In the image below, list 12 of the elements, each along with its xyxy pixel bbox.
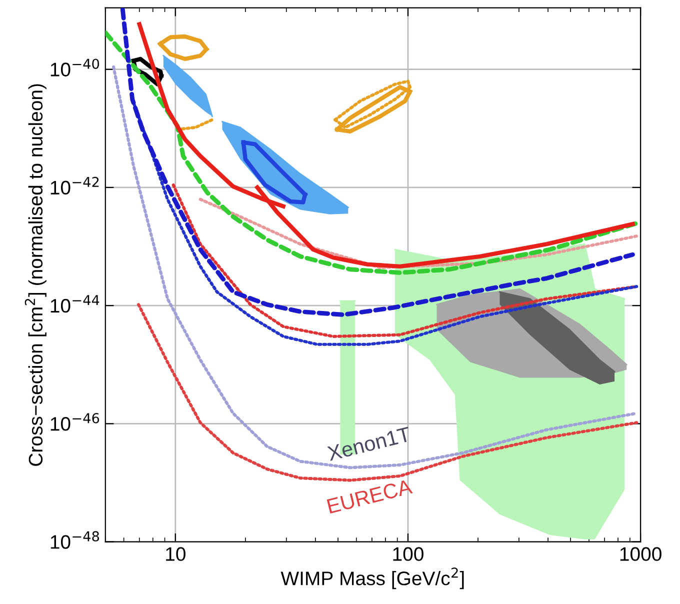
text: EURECA — [326, 478, 413, 514]
x-tick-label: 1000 — [620, 547, 662, 561]
y-tick-label: 10$^{−40}$ — [50, 58, 100, 76]
x-tick-label: 100 — [393, 547, 424, 561]
x-axis-title: WIMP Mass [GeV/c$^{2}$] — [280, 568, 464, 590]
y-axis-title: Cross−section [cm$^{2}$] (normalised to nucleon) — [24, 84, 46, 466]
y-tick-label: 10$^{−48}$ — [50, 531, 100, 549]
x-tick-label: 10 — [166, 547, 186, 561]
text: Xenon1T — [326, 426, 412, 462]
y-tick-label: 10$^{−42}$ — [50, 176, 99, 195]
y-tick-label: 10$^{−44}$ — [50, 295, 100, 313]
y-tick-label: 10$^{−46}$ — [50, 413, 100, 431]
